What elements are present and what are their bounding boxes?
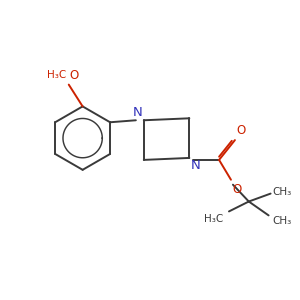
Text: CH₃: CH₃ [273,187,292,196]
Text: O: O [236,124,245,137]
Text: H₃C: H₃C [46,70,66,80]
Text: CH₃: CH₃ [273,216,292,226]
Text: H₃C: H₃C [204,214,223,224]
Text: N: N [190,159,200,172]
Text: O: O [70,69,79,82]
Text: O: O [232,183,241,196]
Text: N: N [133,106,143,119]
